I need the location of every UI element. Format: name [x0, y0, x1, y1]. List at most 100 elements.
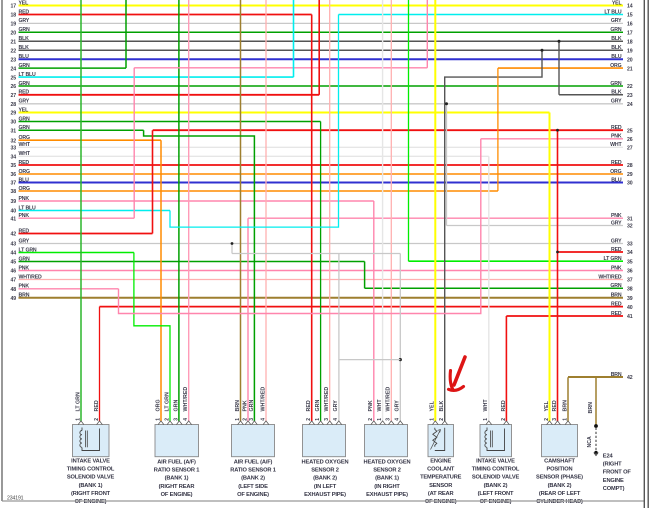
svg-text:26: 26 [11, 84, 17, 90]
svg-text:38: 38 [11, 189, 17, 195]
svg-text:OF ENGINE): OF ENGINE) [75, 499, 107, 505]
svg-text:41: 41 [627, 314, 633, 320]
svg-text:27: 27 [627, 146, 633, 152]
svg-text:PNK: PNK [611, 213, 622, 219]
svg-text:RED: RED [611, 311, 622, 317]
svg-text:ORG: ORG [19, 135, 30, 141]
svg-text:HEATED OXYGEN: HEATED OXYGEN [302, 460, 349, 466]
svg-text:PNK: PNK [368, 400, 374, 411]
svg-text:26: 26 [627, 137, 633, 143]
svg-text:POSITION: POSITION [547, 467, 573, 473]
svg-text:LT BLU: LT BLU [19, 72, 37, 78]
svg-text:22: 22 [11, 48, 17, 54]
svg-text:(BANK 1): (BANK 1) [79, 483, 103, 489]
svg-text:25: 25 [627, 128, 633, 134]
svg-text:28: 28 [11, 102, 17, 108]
svg-text:47: 47 [11, 278, 17, 284]
svg-text:29: 29 [627, 172, 633, 178]
svg-text:YEL: YEL [19, 0, 30, 6]
svg-text:36: 36 [11, 172, 17, 178]
svg-text:GRN: GRN [174, 400, 180, 412]
svg-text:2: 2 [306, 418, 312, 421]
svg-text:PNK: PNK [611, 265, 622, 271]
svg-text:GRY: GRY [19, 18, 30, 24]
svg-text:21: 21 [11, 40, 17, 46]
svg-text:BLU: BLU [19, 54, 30, 60]
svg-text:(BANK 2): (BANK 2) [241, 476, 265, 482]
svg-text:BRN: BRN [235, 400, 241, 412]
svg-text:BRN: BRN [588, 402, 594, 414]
svg-text:WHT: WHT [19, 142, 31, 148]
svg-text:40: 40 [627, 305, 633, 311]
svg-text:17: 17 [11, 4, 17, 10]
svg-text:LT BLU: LT BLU [604, 9, 622, 15]
svg-text:3: 3 [324, 418, 330, 421]
svg-text:4: 4 [395, 418, 401, 421]
svg-text:BRN: BRN [19, 293, 30, 299]
svg-text:LT GRN: LT GRN [19, 247, 37, 253]
svg-text:1: 1 [315, 418, 321, 421]
svg-text:GRN: GRN [610, 283, 621, 289]
svg-text:35: 35 [11, 163, 17, 169]
svg-text:(BANK 2): (BANK 2) [313, 476, 337, 482]
svg-text:RATIO SENSOR 1: RATIO SENSOR 1 [154, 468, 200, 474]
svg-text:YEL: YEL [430, 400, 436, 411]
svg-text:BLK: BLK [611, 90, 622, 96]
svg-text:(BANK 1): (BANK 1) [375, 476, 399, 482]
svg-text:33: 33 [627, 242, 633, 248]
svg-text:SENSOR 2: SENSOR 2 [311, 468, 339, 474]
svg-text:BLU: BLU [611, 54, 622, 60]
svg-text:CAMSHAFT: CAMSHAFT [544, 459, 575, 465]
svg-text:WHT/RED: WHT/RED [183, 387, 189, 412]
svg-text:31: 31 [11, 128, 17, 134]
svg-text:BLU: BLU [19, 177, 30, 183]
svg-text:GRN: GRN [19, 81, 30, 87]
svg-text:1: 1 [377, 418, 383, 421]
svg-text:LT GRN: LT GRN [164, 392, 170, 411]
svg-text:48: 48 [11, 287, 17, 293]
svg-text:GRN: GRN [610, 81, 621, 87]
svg-text:WHT/RED: WHT/RED [324, 387, 330, 412]
svg-text:LT BLU: LT BLU [19, 205, 37, 211]
svg-text:20: 20 [627, 57, 633, 63]
svg-text:(RIGHT REAR: (RIGHT REAR [159, 484, 195, 490]
svg-text:1: 1 [235, 418, 241, 421]
svg-text:SENSOR: SENSOR [429, 483, 452, 489]
svg-text:RED: RED [611, 125, 622, 131]
svg-text:RED: RED [611, 301, 622, 307]
svg-text:39: 39 [627, 296, 633, 302]
svg-text:GRY: GRY [611, 238, 622, 244]
svg-text:RED: RED [19, 228, 30, 234]
svg-text:23: 23 [11, 57, 17, 63]
svg-text:38: 38 [627, 287, 633, 293]
svg-text:21: 21 [627, 66, 633, 72]
svg-text:16: 16 [627, 22, 633, 28]
svg-text:34: 34 [11, 155, 17, 161]
svg-text:YEL: YEL [612, 0, 623, 6]
svg-text:WHT: WHT [19, 151, 31, 157]
svg-text:RED: RED [94, 400, 100, 411]
svg-text:PNK: PNK [611, 134, 622, 140]
svg-text:35: 35 [627, 259, 633, 265]
svg-text:SENSOR 2: SENSOR 2 [373, 468, 401, 474]
svg-text:TEMPERATURE: TEMPERATURE [420, 475, 462, 481]
svg-text:23: 23 [627, 93, 633, 99]
svg-text:3: 3 [249, 418, 255, 421]
svg-text:(BANK 1): (BANK 1) [165, 476, 189, 482]
svg-text:37: 37 [627, 278, 633, 284]
svg-text:WHT: WHT [483, 399, 489, 412]
svg-text:GRN: GRN [315, 400, 321, 412]
svg-text:ORG: ORG [610, 169, 621, 175]
svg-text:34: 34 [627, 250, 633, 256]
svg-text:32: 32 [627, 224, 633, 230]
svg-text:OF ENGINE): OF ENGINE) [237, 492, 269, 498]
svg-text:EXHAUST PIPE): EXHAUST PIPE) [366, 492, 408, 498]
svg-text:15: 15 [627, 13, 633, 19]
svg-text:PNK: PNK [19, 284, 30, 290]
svg-text:OF ENGINE): OF ENGINE) [480, 499, 512, 505]
svg-text:(AT REAR: (AT REAR [428, 491, 454, 497]
svg-text:(LEFT FRONT: (LEFT FRONT [478, 491, 514, 497]
svg-text:SOLENOID VALVE: SOLENOID VALVE [472, 475, 520, 481]
svg-text:WHT/RED: WHT/RED [386, 387, 392, 412]
svg-text:TIMING CONTROL: TIMING CONTROL [472, 467, 520, 473]
